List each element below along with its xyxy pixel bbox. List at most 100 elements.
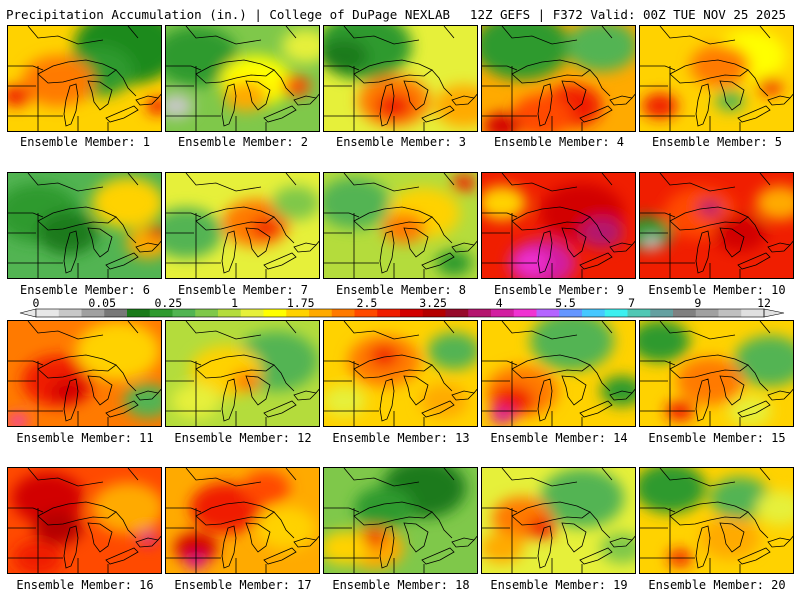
geographic-outline	[501, 321, 613, 340]
colorbar-tick-label: 5.5	[555, 296, 576, 310]
ensemble-member-map	[639, 172, 794, 279]
colorbar-tick-label: 9	[694, 296, 702, 310]
precip-contour	[369, 345, 399, 367]
precip-contour	[713, 214, 767, 252]
geographic-outline	[561, 375, 587, 406]
geographic-outline	[195, 206, 275, 231]
geographic-outline	[719, 227, 745, 258]
geographic-outline	[501, 468, 613, 487]
colorbar-scale	[19, 308, 785, 318]
geographic-outline	[245, 375, 271, 406]
geographic-outline	[609, 242, 633, 253]
precip-contour	[600, 532, 635, 564]
geographic-outline	[195, 501, 275, 526]
geographic-outline	[403, 80, 429, 111]
precip-contour	[242, 471, 290, 505]
colorbar-segment	[536, 309, 560, 317]
geographic-outline	[482, 213, 583, 278]
colorbar-tick-label: 1	[231, 296, 238, 310]
colorbar-segment	[58, 309, 82, 317]
precip-contour	[527, 517, 557, 539]
colorbar-tick-label: 0.25	[154, 296, 183, 310]
member-label: Ensemble Member: 7	[177, 283, 309, 297]
precip-field	[324, 468, 477, 573]
precip-contour	[124, 384, 161, 418]
geographic-outline	[640, 361, 741, 426]
geographic-outline	[135, 537, 159, 548]
precip-field	[8, 321, 161, 426]
geographic-outline	[609, 95, 633, 106]
precip-contour	[512, 94, 572, 131]
geographic-outline	[640, 508, 741, 573]
precip-contour	[484, 113, 520, 131]
geographic-outline	[501, 26, 613, 45]
geographic-outline	[379, 83, 395, 127]
precip-contour	[362, 529, 386, 547]
precip-contour	[38, 211, 98, 255]
member-label: Ensemble Member: 18	[332, 578, 470, 592]
geographic-outline	[421, 547, 455, 565]
geographic-outline	[63, 378, 79, 422]
member-label: Ensemble Member: 12	[174, 431, 312, 445]
precip-contour	[8, 85, 31, 107]
colorbar-tick-label: 2.5	[356, 296, 378, 310]
precip-contour	[22, 55, 94, 107]
geographic-outline	[324, 507, 477, 541]
precip-contour	[482, 26, 570, 80]
geographic-outline	[263, 547, 297, 565]
precip-contour	[642, 93, 678, 119]
geographic-outline	[767, 95, 791, 106]
geographic-outline	[537, 378, 553, 422]
precip-contour	[690, 44, 750, 88]
geographic-outline	[37, 501, 117, 526]
precip-contour	[640, 321, 690, 363]
precip-field	[324, 26, 477, 131]
geographic-outline	[8, 66, 109, 131]
map-title: Precipitation Accumulation (in.) | Colle…	[6, 7, 451, 22]
precip-contour	[324, 531, 368, 565]
geographic-outline	[579, 105, 613, 123]
geographic-outline	[8, 360, 161, 394]
geographic-outline	[482, 66, 583, 131]
colorbar-segment	[604, 309, 628, 317]
geographic-outline	[379, 378, 395, 422]
member-label: Ensemble Member: 5	[651, 135, 783, 149]
geographic-outline	[695, 83, 711, 127]
geographic-outline	[343, 321, 455, 340]
geographic-outline	[537, 230, 553, 274]
geographic-outline	[8, 65, 161, 99]
geographic-outline	[293, 537, 317, 548]
colorbar-tick-label: 0.05	[88, 296, 117, 310]
geographic-outline	[63, 525, 79, 569]
geographic-outline	[37, 206, 117, 231]
geographic-outline	[767, 390, 791, 401]
precip-contour	[700, 516, 760, 560]
precip-contour	[756, 186, 793, 220]
colorbar-segment	[127, 309, 151, 317]
geographic-outline	[579, 400, 613, 418]
ensemble-member-map	[7, 25, 162, 132]
geographic-outline	[561, 522, 587, 553]
geographic-outline	[105, 252, 139, 270]
geographic-outline	[403, 227, 429, 258]
geographic-outline	[245, 80, 271, 111]
colorbar-segment	[81, 309, 105, 317]
colorbar-segment	[263, 309, 287, 317]
member-label: Ensemble Member: 11	[16, 431, 154, 445]
ensemble-member-map	[323, 25, 478, 132]
geographic-outline	[324, 360, 477, 394]
colorbar-segment	[218, 309, 242, 317]
precip-field	[166, 173, 319, 278]
geographic-outline	[451, 95, 475, 106]
precip-contour	[427, 332, 477, 370]
colorbar-segment	[491, 309, 515, 317]
geographic-outline	[659, 321, 771, 340]
colorbar-tick-label: 0	[32, 296, 40, 310]
colorbar-segment	[331, 309, 355, 317]
ensemble-member-map	[639, 320, 794, 427]
geographic-outline	[451, 390, 475, 401]
ensemble-member-map	[7, 320, 162, 427]
geographic-outline	[695, 378, 711, 422]
geographic-outline	[87, 227, 113, 258]
geographic-outline	[166, 66, 267, 131]
